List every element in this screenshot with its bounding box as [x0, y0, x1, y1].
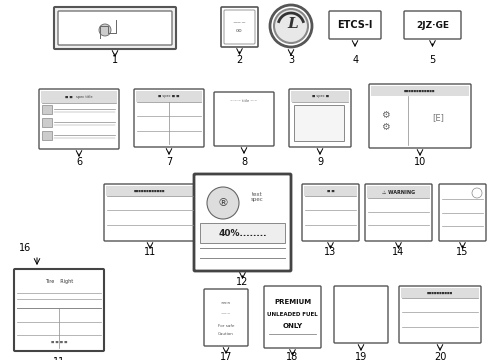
Bar: [42, 105, 52, 114]
FancyBboxPatch shape: [398, 286, 480, 343]
Bar: [42, 131, 52, 140]
Text: 40%........: 40%........: [218, 229, 266, 238]
Text: ETCS-I: ETCS-I: [337, 20, 372, 30]
FancyBboxPatch shape: [134, 89, 203, 147]
FancyBboxPatch shape: [194, 174, 290, 271]
Bar: [42, 118, 52, 127]
Text: 5: 5: [428, 55, 434, 65]
Bar: [370, 86, 468, 96]
Text: 19: 19: [354, 352, 366, 360]
Text: 1: 1: [112, 55, 118, 65]
Text: 18: 18: [285, 352, 298, 360]
FancyBboxPatch shape: [264, 286, 320, 348]
Text: For safe: For safe: [217, 324, 234, 328]
FancyBboxPatch shape: [364, 184, 431, 241]
Text: 8: 8: [241, 157, 246, 167]
Text: ■■■■■■■■■■■■: ■■■■■■■■■■■■: [134, 189, 165, 193]
Text: ~·~·~ title ~·~: ~·~·~ title ~·~: [230, 99, 257, 103]
Text: ~~~: ~~~: [220, 312, 231, 316]
Text: 14: 14: [391, 247, 403, 257]
Text: oo: oo: [236, 28, 243, 33]
Text: 10: 10: [413, 157, 425, 167]
Text: 12: 12: [235, 277, 248, 287]
Text: 2: 2: [235, 55, 242, 65]
Text: 11: 11: [143, 247, 156, 257]
FancyBboxPatch shape: [288, 89, 350, 147]
Text: ■■■■■■■■■■: ■■■■■■■■■■: [426, 291, 452, 295]
Bar: [41, 91, 117, 103]
FancyBboxPatch shape: [368, 84, 470, 148]
FancyBboxPatch shape: [328, 11, 380, 39]
Circle shape: [206, 187, 239, 219]
Circle shape: [471, 188, 481, 198]
Text: ■ ■: ■ ■: [326, 189, 334, 193]
Bar: [136, 91, 202, 102]
FancyBboxPatch shape: [104, 184, 196, 241]
Bar: [106, 186, 194, 196]
Text: 20: 20: [433, 352, 445, 360]
Text: L: L: [287, 17, 298, 31]
Text: 4: 4: [352, 55, 358, 65]
FancyBboxPatch shape: [224, 10, 254, 44]
FancyBboxPatch shape: [54, 7, 176, 49]
FancyBboxPatch shape: [214, 92, 273, 146]
FancyBboxPatch shape: [333, 286, 387, 343]
FancyBboxPatch shape: [39, 89, 119, 149]
FancyBboxPatch shape: [58, 11, 172, 45]
Text: 7: 7: [165, 157, 172, 167]
Bar: [290, 91, 348, 102]
FancyBboxPatch shape: [438, 184, 485, 241]
Text: text
spec: text spec: [250, 192, 263, 202]
FancyBboxPatch shape: [302, 184, 358, 241]
FancyBboxPatch shape: [403, 11, 460, 39]
Bar: [400, 288, 478, 298]
Text: 6: 6: [76, 157, 82, 167]
Text: 11: 11: [53, 357, 65, 360]
Bar: [200, 223, 285, 243]
Text: ■ ■ ■ ■: ■ ■ ■ ■: [51, 340, 67, 344]
Text: ⚙
⚙: ⚙ ⚙: [380, 110, 388, 132]
Text: ■■■■■■■■■■■■: ■■■■■■■■■■■■: [404, 89, 435, 93]
Text: ⚠ WARNING: ⚠ WARNING: [381, 189, 414, 194]
Text: 15: 15: [455, 247, 467, 257]
Bar: [293, 105, 343, 141]
Text: ~~~: ~~~: [232, 21, 246, 26]
Text: ®: ®: [217, 198, 228, 208]
Circle shape: [273, 9, 307, 43]
Text: 17: 17: [220, 352, 232, 360]
Text: [E]: [E]: [431, 113, 443, 122]
Text: ■ ■   spec title: ■ ■ spec title: [65, 95, 93, 99]
Circle shape: [269, 5, 311, 47]
Text: ■ spec ■: ■ spec ■: [311, 94, 328, 98]
Text: Tire    Right: Tire Right: [45, 279, 73, 284]
Text: ONLY: ONLY: [282, 323, 302, 329]
Text: Caution: Caution: [218, 332, 233, 336]
Bar: [304, 186, 356, 196]
Circle shape: [99, 24, 111, 36]
Text: 16: 16: [19, 243, 31, 253]
Text: PREMIUM: PREMIUM: [273, 299, 310, 305]
Text: 2JZ·GE: 2JZ·GE: [415, 21, 448, 30]
Text: 13: 13: [323, 247, 335, 257]
Bar: [366, 186, 429, 198]
Text: 3: 3: [287, 55, 293, 65]
FancyBboxPatch shape: [14, 269, 104, 351]
Text: 9: 9: [316, 157, 323, 167]
Text: ■ spec ■ ■: ■ spec ■ ■: [158, 94, 179, 98]
FancyBboxPatch shape: [203, 289, 247, 346]
Text: UNLEADED FUEL: UNLEADED FUEL: [266, 311, 317, 316]
Text: ≈≈≈: ≈≈≈: [220, 300, 231, 304]
FancyBboxPatch shape: [221, 7, 258, 47]
